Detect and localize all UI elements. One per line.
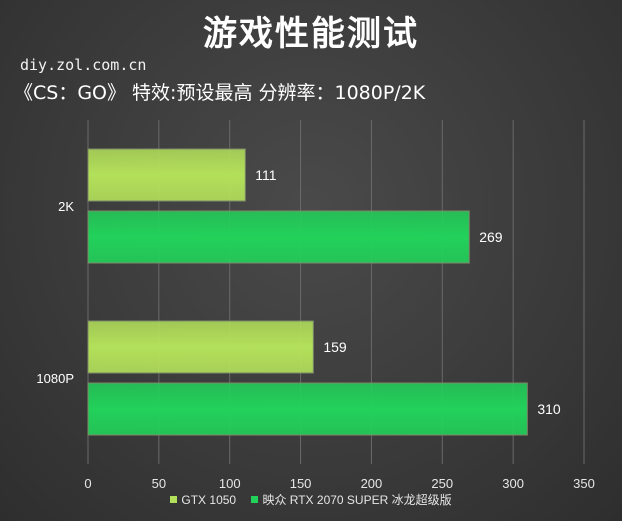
chart-subtitle: 《CS：GO》 特效:预设最高 分辨率：1080P/2K: [14, 82, 426, 104]
x-tick-label: 300: [502, 476, 524, 491]
x-tick-label: 0: [84, 476, 91, 491]
legend-label-gtx1050: GTX 1050: [181, 492, 237, 507]
bar-2k-series-0: [87, 148, 246, 202]
data-label: 111: [255, 167, 276, 183]
legend-item-rtx2070super: 映众 RTX 2070 SUPER 冰龙超级版: [251, 491, 452, 508]
chart-title: 游戏性能测试: [203, 14, 419, 54]
legend: GTX 1050 映众 RTX 2070 SUPER 冰龙超级版: [0, 491, 622, 508]
category-label-2k: 2K: [58, 199, 74, 214]
source-url: diy.zol.com.cn: [20, 56, 147, 74]
x-tick-label: 150: [290, 476, 312, 491]
x-tick-label: 200: [361, 476, 383, 491]
x-tick-label: 350: [573, 476, 595, 491]
data-label: 310: [537, 401, 561, 417]
legend-swatch-gtx1050: [170, 496, 178, 503]
x-tick-label: 250: [431, 476, 453, 491]
category-label-1080p: 1080P: [36, 371, 74, 386]
x-tick-label: 100: [219, 476, 241, 491]
data-label: 269: [479, 229, 503, 245]
legend-item-gtx1050: GTX 1050: [170, 493, 236, 507]
legend-swatch-rtx2070super: [251, 496, 259, 503]
bar-1080p-series-0: [87, 320, 314, 374]
x-tick-label: 50: [152, 476, 166, 491]
legend-label-rtx2070super: 映众 RTX 2070 SUPER 冰龙超级版: [262, 493, 452, 507]
bar-1080p-series-1: [87, 382, 528, 436]
bar-2k-series-1: [87, 210, 470, 264]
data-label: 159: [323, 339, 347, 355]
